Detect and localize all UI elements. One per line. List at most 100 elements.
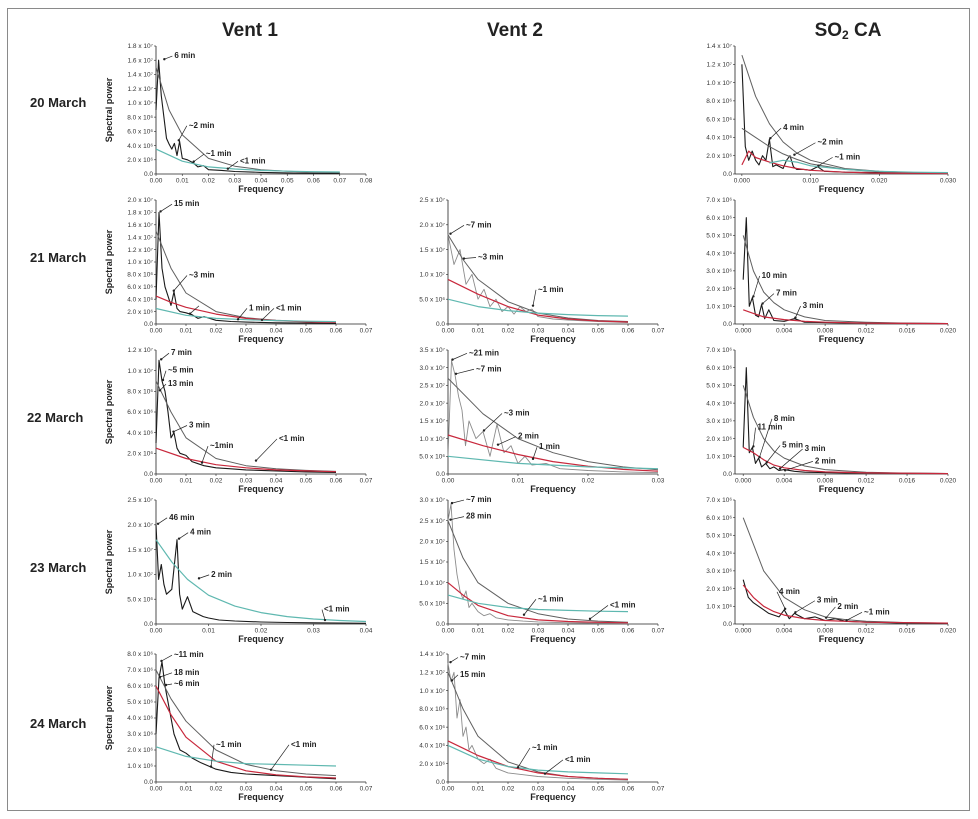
annotation-label: 11 min <box>758 423 783 432</box>
annotation-arrow <box>270 744 290 771</box>
y-tick-label: 4.0 x 10⁶ <box>419 743 445 750</box>
row-label-20-march: 20 March <box>30 95 87 110</box>
annotation-label: 2 min <box>815 456 836 465</box>
y-tick-label: 0.0 <box>436 321 445 328</box>
x-tick-label: 0.00 <box>442 786 455 793</box>
annotation-arrowhead <box>794 611 797 614</box>
annotation-arrowhead <box>449 518 452 521</box>
annotation-arrow <box>753 427 756 447</box>
y-tick-label: 1.0 x 10⁷ <box>128 572 154 579</box>
x-tick-label: 0.00 <box>150 478 163 485</box>
annotation-arrow <box>455 368 475 375</box>
annotation-label: 13 min <box>168 379 193 388</box>
y-tick-label: 5.0 x 10⁶ <box>419 601 445 608</box>
figure-frame <box>7 8 970 811</box>
column-title-so2: SO2 CA <box>788 20 908 42</box>
annotation-label: 2 min <box>211 570 232 579</box>
x-tick-label: 0.03 <box>652 478 665 485</box>
annotation-label: 46 min <box>169 513 194 522</box>
series-line-raw <box>155 661 337 780</box>
y-tick-label: 5.0 x 10⁶ <box>127 699 153 706</box>
panel-so2-21-march: 0.0 1.0 x 10⁶ 2.0 x 10⁶ 3.0 x 10⁶ 4.0 x 10⁶ 5… <box>706 197 956 344</box>
panel-vent2-21-march: 0.0 5.0 x 10⁶ 1.0 x 10⁷ 1.5 x 10⁷ 2.0 x 10⁷ 2… <box>419 197 665 344</box>
annotation-arrowhead <box>752 445 755 448</box>
y-tick-label: 6.0 x 10⁶ <box>127 409 153 416</box>
annotation-arrowhead <box>156 522 160 525</box>
x-tick-label: 0.012 <box>858 628 875 635</box>
series-line-vent2 <box>447 663 629 781</box>
annotation-arrow <box>795 305 801 318</box>
x-axis-label: Frequency <box>819 484 865 494</box>
annotation-arrowhead <box>188 312 192 315</box>
annotation-arrowhead <box>160 358 163 361</box>
y-tick-label: 4.0 x 10⁶ <box>706 550 732 557</box>
x-tick-label: 0.04 <box>360 628 373 635</box>
annotation-arrowhead <box>449 232 452 235</box>
y-tick-label: 1.0 x 10⁶ <box>706 453 732 460</box>
annotation-arrowhead <box>824 616 828 619</box>
y-tick-label: 0.0 <box>144 171 153 178</box>
annotation-arrow <box>178 125 188 141</box>
annotation-arrowhead <box>522 613 526 616</box>
annotation-arrow <box>451 499 465 504</box>
annotation-label: ~6 min <box>174 679 200 688</box>
y-tick-label: 2.0 x 10⁷ <box>420 539 446 546</box>
annotation-arrowhead <box>209 765 213 768</box>
annotation-label: ~21 min <box>469 348 499 357</box>
y-tick-label: 6.0 x 10⁶ <box>127 129 153 136</box>
x-tick-label: 0.03 <box>228 178 241 185</box>
y-tick-label: 7.0 x 10⁶ <box>706 347 732 354</box>
y-tick-label: 1.5 x 10⁷ <box>420 418 446 425</box>
annotation-arrow <box>497 436 517 445</box>
y-tick-label: 6.0 x 10⁶ <box>127 683 153 690</box>
x-tick-label: 0.06 <box>330 328 343 335</box>
annotation-label: 3 min <box>805 444 826 453</box>
x-tick-label: 0.004 <box>776 478 793 485</box>
y-tick-label: 7.0 x 10⁶ <box>706 197 732 204</box>
y-tick-label: 4.0 x 10⁶ <box>706 135 732 142</box>
y-tick-label: 0.0 <box>144 779 153 786</box>
y-tick-label: 4.0 x 10⁶ <box>127 715 153 722</box>
y-tick-label: 2.0 x 10⁶ <box>419 761 445 768</box>
annotation-arrow <box>159 383 167 391</box>
x-axis-label: Frequency <box>819 184 865 194</box>
annotation-arrowhead <box>172 430 175 433</box>
annotation-label: <1 min <box>565 755 591 764</box>
annotation-arrow <box>544 759 564 774</box>
y-tick-label: 6.0 x 10⁶ <box>706 215 732 222</box>
x-tick-label: 0.02 <box>210 786 223 793</box>
y-tick-label: 2.5 x 10⁷ <box>420 383 446 390</box>
y-tick-label: 1.8 x 10⁷ <box>128 210 154 217</box>
x-tick-label: 0.01 <box>180 328 193 335</box>
panel-vent1-21-march: 0.0 2.0 x 10⁶ 4.0 x 10⁶ 6.0 x 10⁶ 8.0 x 10⁶ 1… <box>104 197 373 344</box>
panel-vent2-22-march: 0.0 5.0 x 10⁶ 1.0 x 10⁷ 1.5 x 10⁷ 2.0 x 10⁷ 2… <box>419 347 665 494</box>
annotation-label: 15 min <box>460 670 485 679</box>
x-tick-label: 0.03 <box>240 478 253 485</box>
x-tick-label: 0.07 <box>333 178 346 185</box>
x-tick-label: 0.020 <box>940 328 957 335</box>
x-tick-label: 0.07 <box>652 328 665 335</box>
annotation-arrow <box>451 674 459 681</box>
annotation-arrow <box>532 447 538 459</box>
y-tick-label: 3.0 x 10⁶ <box>127 731 153 738</box>
x-tick-label: 0.05 <box>592 328 605 335</box>
y-tick-label: 1.2 x 10⁷ <box>128 86 154 93</box>
annotation-arrowhead <box>845 619 848 622</box>
y-tick-label: 1.0 x 10⁷ <box>128 259 154 266</box>
annotation-arrowhead <box>531 304 535 307</box>
y-tick-label: 2.0 x 10⁷ <box>128 522 154 529</box>
y-axis-label: Spectral power <box>104 77 114 142</box>
annotation-arrowhead <box>793 153 796 156</box>
x-tick-label: 0.01 <box>180 478 193 485</box>
panel-so2-20-march: 0.0 2.0 x 10⁶ 4.0 x 10⁶ 6.0 x 10⁶ 8.0 x 10⁶ 1… <box>706 43 956 194</box>
series-line-vent2 <box>447 360 659 474</box>
annotation-arrow <box>770 127 782 139</box>
annotation-label: 4 min <box>190 528 211 537</box>
x-tick-label: 0.00 <box>442 628 455 635</box>
x-tick-label: 0.04 <box>270 786 283 793</box>
y-tick-label: 1.0 x 10⁶ <box>706 303 732 310</box>
y-axis-label: Spectral power <box>104 685 114 750</box>
panel-so2-22-march: 0.0 1.0 x 10⁶ 2.0 x 10⁶ 3.0 x 10⁶ 4.0 x 10⁶ 5… <box>706 347 956 494</box>
y-tick-label: 1.2 x 10⁷ <box>128 247 154 254</box>
